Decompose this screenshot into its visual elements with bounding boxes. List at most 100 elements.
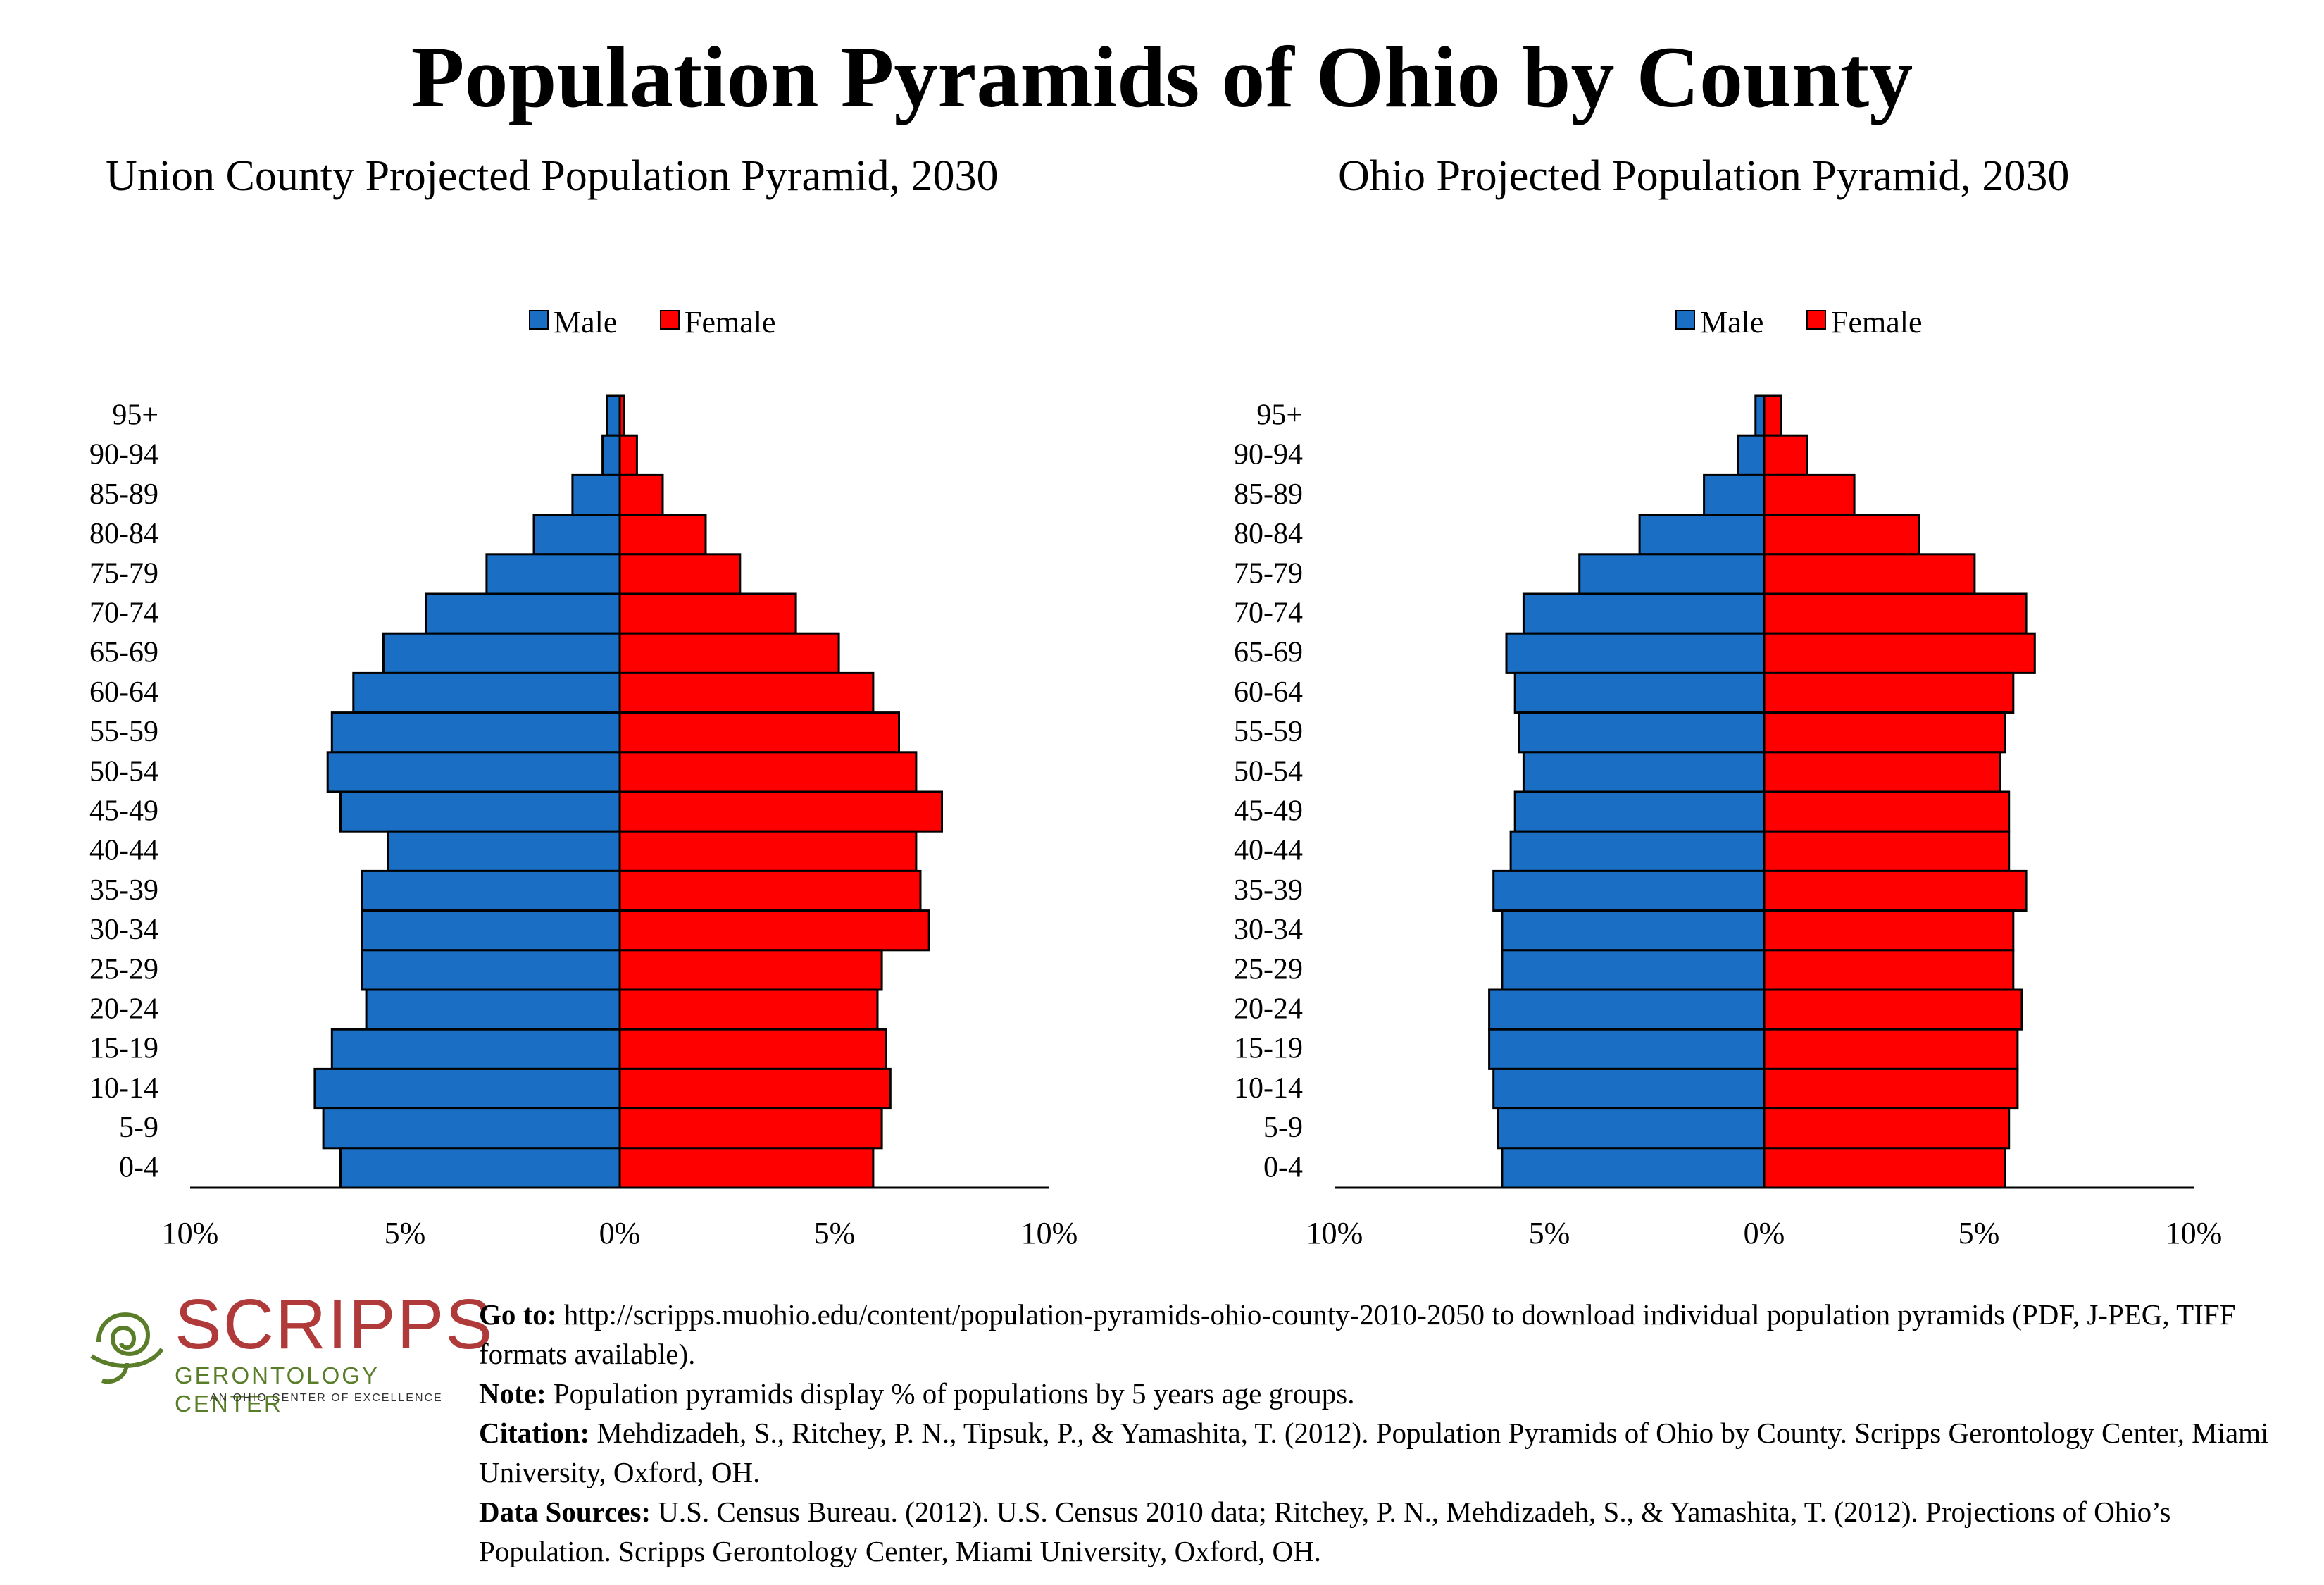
bar-male [1754, 394, 1766, 437]
bar-male [1509, 830, 1766, 872]
sources-line: Data Sources: U.S. Census Bureau. (2012)… [479, 1492, 2310, 1571]
bar-female [618, 394, 625, 437]
age-group-label: 15-19 [1234, 1033, 1303, 1065]
age-group-label: 45-49 [1234, 795, 1303, 827]
bar-female [618, 632, 840, 674]
bar-female [1763, 434, 1808, 476]
goto-line: Go to: http://scripps.muohio.edu/content… [479, 1295, 2310, 1374]
bar-male [1501, 1147, 1766, 1189]
bar-male [330, 1028, 621, 1070]
legend-label-female: Female [685, 305, 776, 340]
bar-female [1763, 394, 1782, 437]
citation-line: Citation: Mehdizadeh, S., Ritchey, P. N.… [479, 1413, 2310, 1492]
age-group-label: 0-4 [119, 1151, 158, 1183]
age-group-label: 80-84 [89, 518, 158, 550]
bar-female [1763, 592, 2028, 635]
bar-male [361, 909, 621, 952]
bar-female [1763, 632, 2036, 674]
age-group-label: 45-49 [89, 795, 158, 827]
legend-swatch-female [660, 310, 680, 330]
bar-male [1518, 711, 1766, 754]
bar-male [1638, 514, 1766, 556]
age-group-label: 75-79 [89, 557, 158, 590]
age-group-label: 85-89 [1234, 478, 1303, 511]
bar-female [618, 434, 638, 476]
x-tick-label: 0% [1744, 1216, 1785, 1250]
bar-female [618, 553, 742, 595]
bar-female [618, 751, 918, 793]
age-group-label: 60-64 [89, 676, 158, 709]
age-group-label: 95+ [1256, 399, 1303, 431]
logo-tagline: AN OHIO CENTER OF EXCELLENCE [210, 1392, 443, 1404]
x-tick-label: 5% [1529, 1216, 1570, 1250]
bar-male [425, 592, 621, 635]
bar-male [330, 711, 621, 754]
bar-male [601, 434, 621, 476]
age-group-label: 70-74 [1234, 597, 1303, 629]
age-group-label: 20-24 [89, 993, 158, 1025]
bar-female [618, 790, 943, 833]
x-tick-label: 10% [1306, 1216, 1363, 1250]
bar-male [352, 671, 621, 714]
x-tick-label: 10% [162, 1216, 219, 1250]
bar-female [618, 909, 930, 952]
x-tick-label: 10% [1021, 1216, 1078, 1250]
bar-female [618, 1147, 875, 1189]
age-group-label: 30-34 [89, 914, 158, 946]
footer-notes: Go to: http://scripps.muohio.edu/content… [479, 1295, 2310, 1571]
age-group-label: 10-14 [89, 1072, 158, 1105]
bar-male [1513, 671, 1766, 714]
bar-female [618, 1028, 887, 1070]
bar-male [1501, 949, 1766, 991]
bar-female [1763, 1147, 2006, 1189]
bar-male [1497, 1107, 1766, 1150]
bar-male [606, 394, 621, 437]
age-group-label: 65-69 [1234, 637, 1303, 669]
bar-female [1763, 1107, 2011, 1150]
bar-male [1505, 632, 1766, 674]
bar-female [1763, 751, 2001, 793]
bar-male [382, 632, 621, 674]
bar-male [571, 473, 621, 516]
bar-male [1488, 1028, 1766, 1070]
age-group-label: 10-14 [1234, 1072, 1303, 1105]
age-group-label: 25-29 [89, 953, 158, 986]
bar-female [1763, 514, 1920, 556]
age-group-label: 35-39 [89, 874, 158, 907]
age-group-label: 40-44 [1234, 835, 1303, 867]
bar-male [1501, 909, 1766, 952]
bar-male [387, 830, 621, 872]
bar-female [1763, 711, 2006, 754]
bar-male [322, 1107, 621, 1150]
bar-female [1763, 1028, 2019, 1070]
goto-text: http://scripps.muohio.edu/content/popula… [479, 1298, 2236, 1370]
chart-title-1: Union County Projected Population Pyrami… [106, 152, 999, 200]
legend-label-female: Female [1831, 305, 1923, 340]
bar-male [532, 514, 621, 556]
x-tick-label: 5% [1958, 1216, 2000, 1250]
age-group-label: 95+ [112, 399, 158, 431]
bar-female [618, 711, 900, 754]
age-group-label: 90-94 [1234, 439, 1303, 471]
age-group-label: 30-34 [1234, 914, 1303, 946]
bar-female [1763, 909, 2015, 952]
bar-male [326, 751, 621, 793]
main-title: Population Pyramids of Ohio by County [411, 29, 1913, 125]
citation-text: Mehdizadeh, S., Ritchey, P. N., Tipsuk, … [479, 1417, 2269, 1488]
bar-male [1488, 988, 1766, 1031]
note-label: Note: [479, 1377, 546, 1410]
age-group-label: 5-9 [1263, 1112, 1303, 1144]
age-group-label: 0-4 [1263, 1151, 1303, 1183]
age-group-label: 55-59 [89, 716, 158, 748]
legend-label-male: Male [554, 305, 617, 340]
bar-female [618, 949, 883, 991]
age-group-label: 50-54 [89, 755, 158, 788]
age-group-label: 15-19 [89, 1033, 158, 1065]
bar-male [339, 790, 621, 833]
bar-female [618, 830, 918, 872]
bar-female [1763, 869, 2028, 912]
legend-swatch-male [529, 310, 549, 330]
bar-female [618, 514, 707, 556]
age-group-label: 35-39 [1234, 874, 1303, 907]
bar-male [365, 988, 621, 1031]
